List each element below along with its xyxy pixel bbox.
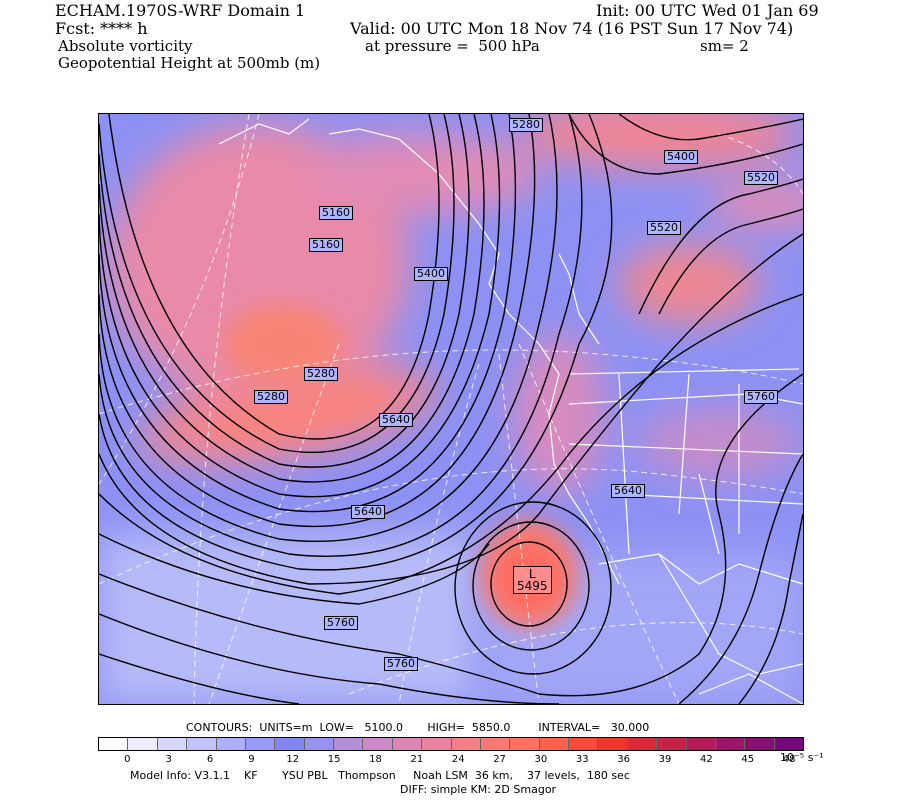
contour-label: 5640 — [351, 505, 385, 519]
smoothing: sm= 2 — [700, 37, 749, 55]
contour-label: 5160 — [319, 206, 353, 220]
colorbar-swatch — [216, 738, 246, 750]
colorbar-swatch — [187, 738, 217, 750]
colorbar-tick-label: 0 — [124, 754, 131, 765]
contour-label: 5280 — [254, 390, 288, 404]
colorbar-tick-label: 18 — [369, 754, 382, 765]
colorbar-tick-label: 33 — [575, 754, 589, 765]
colorbar-swatch — [715, 738, 746, 750]
colorbar — [98, 737, 804, 751]
colorbar-swatch — [275, 738, 305, 750]
field-name-vorticity: Absolute vorticity — [58, 37, 193, 55]
colorbar-tick-label: 39 — [658, 754, 672, 765]
colorbar-tick-label: 15 — [327, 754, 341, 765]
colorbar-tick-label: 27 — [493, 754, 506, 765]
colorbar-swatch — [686, 738, 716, 750]
contour-label: 5640 — [611, 484, 645, 498]
contour-label: 5280 — [509, 118, 543, 132]
colorbar-swatch — [392, 738, 423, 750]
contour-label: 5280 — [304, 367, 338, 381]
contours-info: CONTOURS: UNITS=m LOW= 5100.0 HIGH= 5850… — [186, 721, 650, 734]
map-panel: 5280 5400 5520 5160 5160 5400 5280 5280 … — [98, 113, 804, 705]
height-contours — [99, 114, 803, 704]
colorbar-swatch — [157, 738, 188, 750]
contour-label: 5640 — [379, 413, 413, 427]
colorbar-tick-label: 6 — [206, 754, 214, 765]
colorbar-tick-label: 42 — [699, 754, 713, 765]
low-pressure-center: L 5495 — [513, 566, 552, 594]
contour-label: 5520 — [647, 221, 681, 235]
colorbar-tick-label: 21 — [410, 754, 424, 765]
colorbar-tick-label: 45 — [741, 754, 755, 765]
contour-label: 5760 — [744, 390, 778, 404]
contour-label: 5400 — [664, 150, 698, 164]
colorbar-tick-label: 3 — [165, 754, 172, 765]
colorbar-swatch — [774, 738, 803, 750]
model-info: Model Info: V3.1.1 KF YSU PBL Thompson N… — [130, 769, 630, 782]
init-time: Init: 00 UTC Wed 01 Jan 69 — [596, 1, 819, 20]
map-title: ECHAM.1970S-WRF Domain 1 — [55, 1, 306, 20]
low-value: 5495 — [517, 579, 548, 593]
field-name-height: Geopotential Height at 500mb (m) — [58, 54, 321, 72]
colorbar-swatch — [569, 738, 599, 750]
colorbar-tick-label: 24 — [451, 754, 465, 765]
low-letter: L — [528, 567, 536, 581]
colorbar-tick-label: 9 — [248, 754, 255, 765]
colorbar-swatch — [99, 738, 129, 750]
contour-label: 5520 — [744, 171, 778, 185]
colorbar-swatch — [451, 738, 481, 750]
contour-label: 5400 — [414, 267, 448, 281]
colorbar-tick-label: 12 — [286, 754, 300, 765]
pressure-level: at pressure = 500 hPa — [365, 37, 540, 55]
colorbar-swatch — [422, 738, 452, 750]
colorbar-swatch — [510, 738, 540, 750]
colorbar-swatch — [745, 738, 775, 750]
diff-info: DIFF: simple KM: 2D Smagor — [400, 783, 557, 796]
vorticity-field — [99, 114, 803, 704]
colorbar-swatch — [657, 738, 687, 750]
colorbar-swatch — [627, 738, 658, 750]
colorbar-swatch — [304, 738, 334, 750]
colorbar-tick-label: 36 — [617, 754, 631, 765]
colorbar-units: 10⁻⁵ s⁻¹ — [780, 751, 824, 764]
contour-label: 5160 — [309, 238, 343, 252]
colorbar-swatch — [480, 738, 511, 750]
colorbar-swatch — [598, 738, 628, 750]
valid-time: Valid: 00 UTC Mon 18 Nov 74 (16 PST Sun … — [350, 19, 794, 38]
colorbar-swatch — [363, 738, 393, 750]
colorbar-swatch — [539, 738, 569, 750]
forecast-hour: Fcst: **** h — [55, 19, 148, 38]
colorbar-tick-label: 30 — [534, 754, 548, 765]
colorbar-swatch — [128, 738, 158, 750]
colorbar-tick-label: 48 — [782, 754, 796, 765]
contour-label: 5760 — [384, 657, 418, 671]
contour-label: 5760 — [324, 616, 358, 630]
colorbar-swatch — [334, 738, 364, 750]
colorbar-swatch — [245, 738, 276, 750]
